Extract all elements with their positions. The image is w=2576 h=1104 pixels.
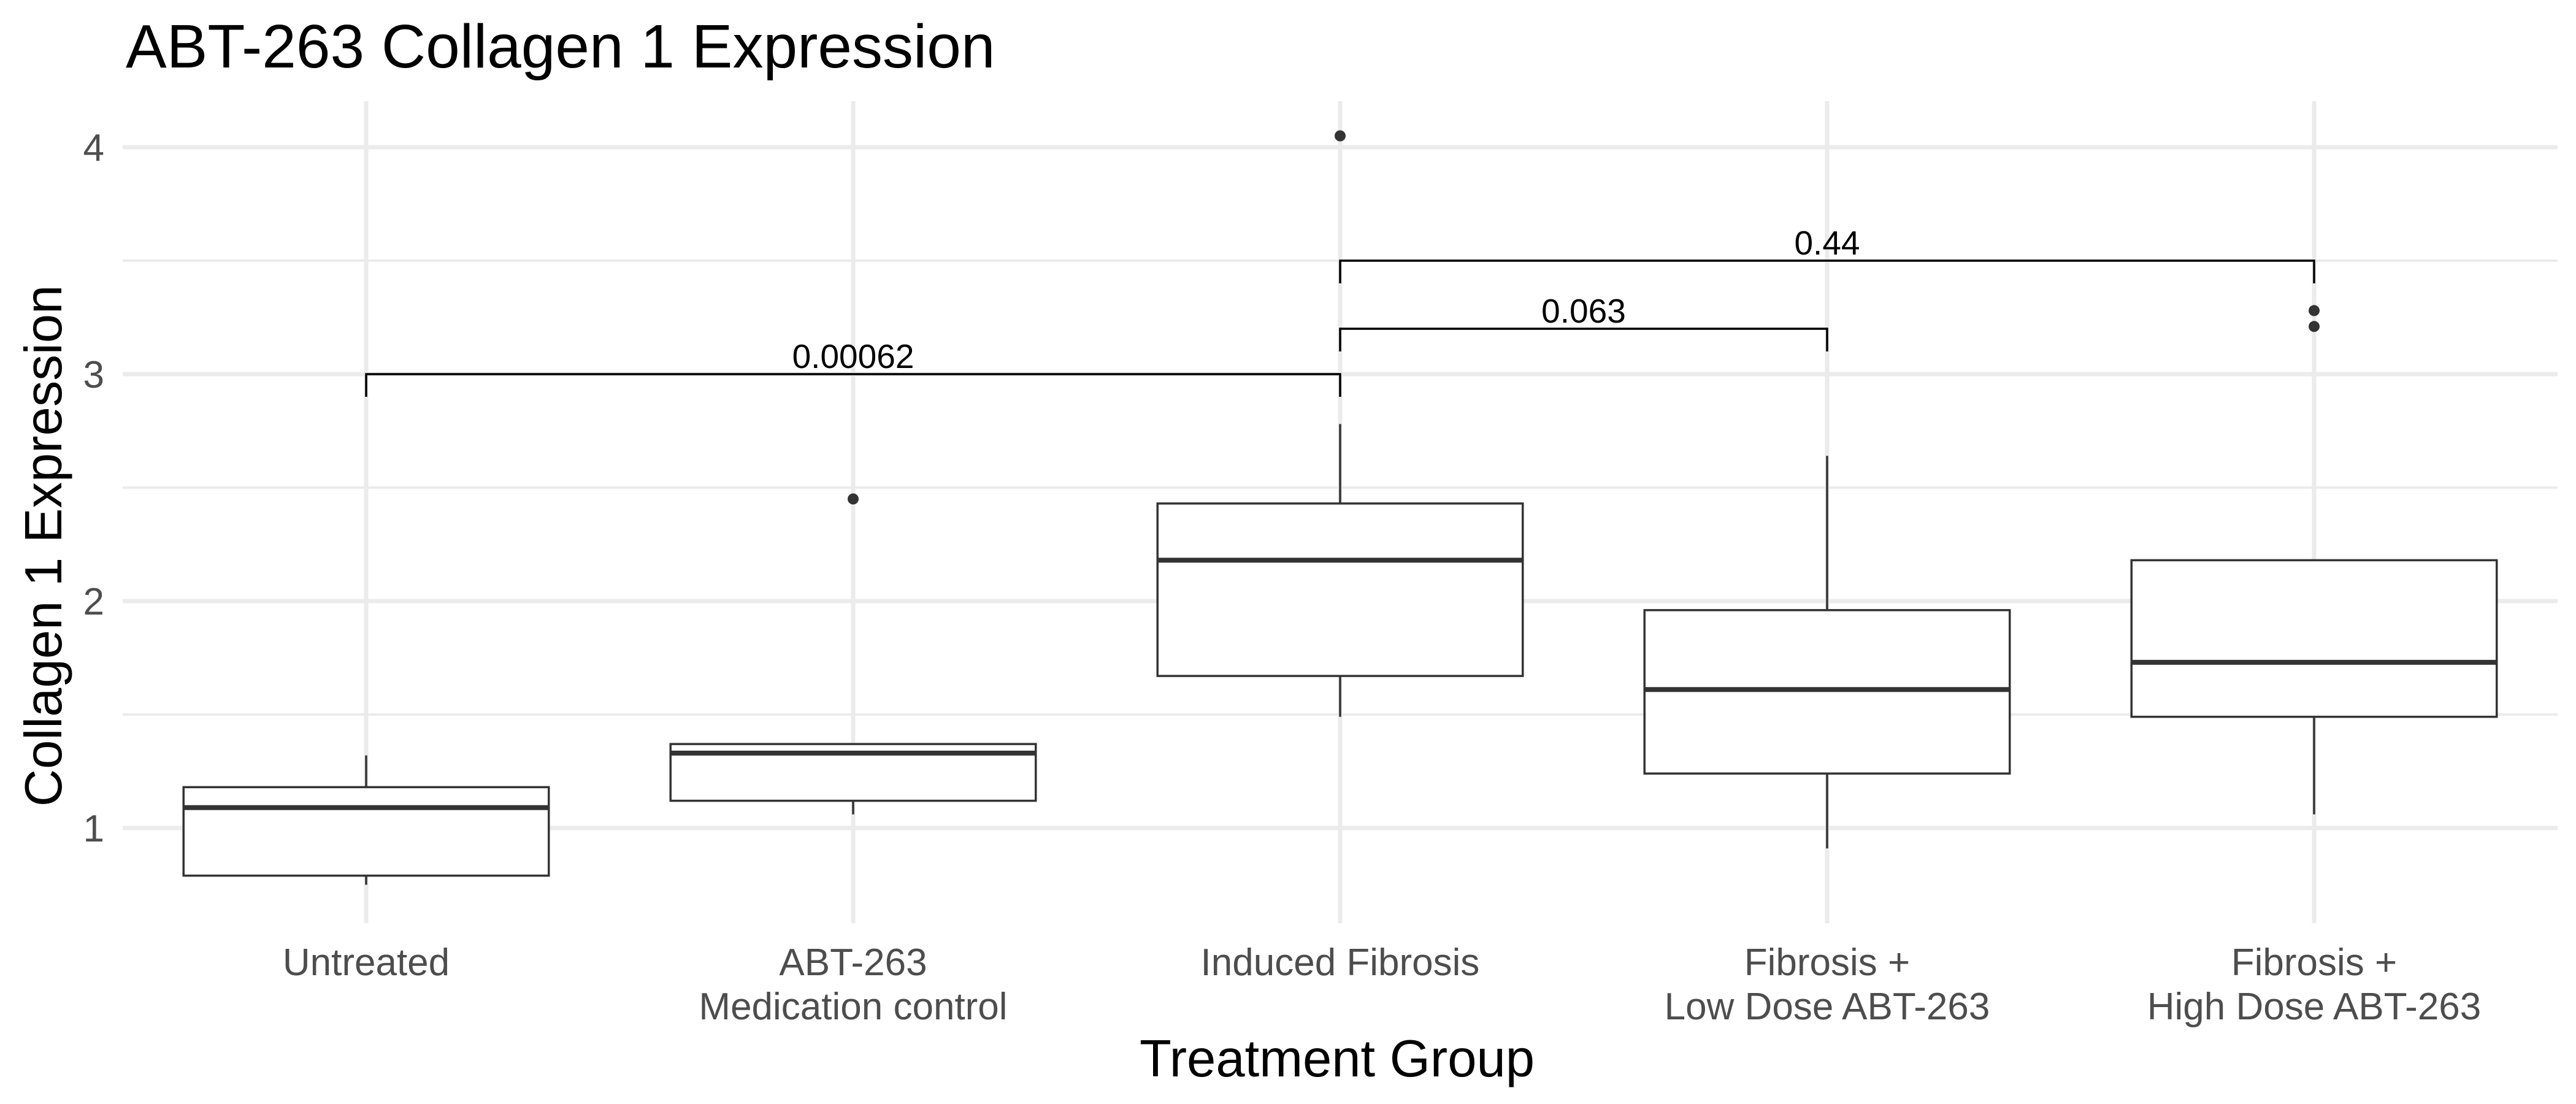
box-group	[669, 493, 1037, 815]
outlier-point	[848, 493, 859, 505]
comparison-bracket: 0.00062	[365, 337, 1341, 397]
y-tick-label: 1	[83, 808, 104, 850]
bracket-line	[1339, 259, 2315, 283]
comparison-bracket: 0.063	[1339, 292, 1828, 351]
x-tick-label: Fibrosis +	[1744, 941, 1910, 984]
box-group	[182, 755, 550, 885]
box-iqr	[1156, 502, 1524, 677]
x-tick-label: Medication control	[699, 986, 1007, 1028]
x-tick-label: Fibrosis +	[2231, 941, 2397, 984]
box-iqr	[2130, 559, 2498, 718]
outlier-point	[1335, 130, 1346, 142]
comparison-bracket: 0.44	[1339, 224, 2315, 283]
y-tick-label: 2	[83, 581, 104, 623]
box-group	[1156, 130, 1524, 717]
significance-brackets: 0.00062 0.063 0.44	[365, 224, 2315, 397]
x-axis-title: Treatment Group	[1140, 1030, 1535, 1088]
x-tick-label: Induced Fibrosis	[1201, 941, 1480, 984]
p-value-label: 0.063	[1541, 292, 1626, 330]
p-value-label: 0.00062	[792, 337, 914, 375]
box-plots	[182, 130, 2498, 885]
y-axis-ticks: 1 2 3 4	[83, 127, 104, 850]
x-tick-label: High Dose ABT-263	[2147, 986, 2482, 1028]
bracket-line	[365, 373, 1341, 397]
p-value-label: 0.44	[1794, 224, 1860, 262]
x-tick-label: Untreated	[283, 941, 450, 984]
box-group	[2130, 305, 2498, 815]
y-tick-label: 4	[83, 127, 104, 169]
outlier-point	[2309, 321, 2320, 332]
bracket-line	[1339, 328, 1828, 351]
chart-title: ABT-263 Collagen 1 Expression	[126, 12, 995, 81]
y-axis-title: Collagen 1 Expression	[15, 285, 73, 807]
outlier-point	[2309, 305, 2320, 316]
box-iqr	[182, 786, 550, 877]
box-group	[1643, 456, 2011, 849]
x-tick-label: ABT-263	[779, 941, 927, 984]
y-tick-label: 3	[83, 354, 104, 396]
x-tick-label: Low Dose ABT-263	[1665, 986, 1990, 1028]
